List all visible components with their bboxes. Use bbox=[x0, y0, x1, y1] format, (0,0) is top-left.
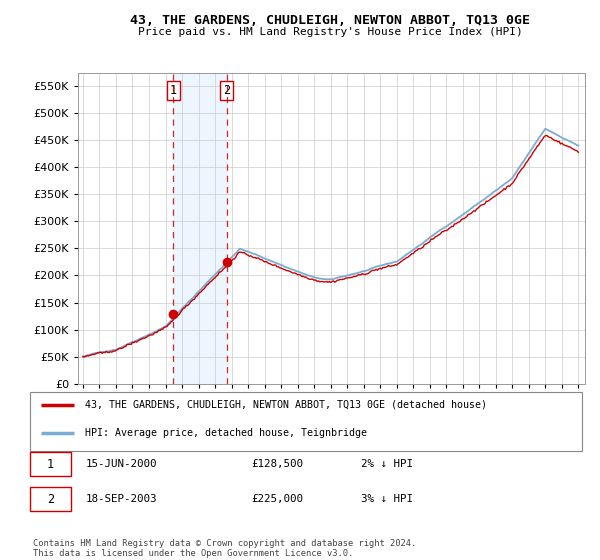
Text: 2: 2 bbox=[223, 83, 230, 97]
Text: 1: 1 bbox=[47, 458, 54, 470]
Text: 2% ↓ HPI: 2% ↓ HPI bbox=[361, 459, 413, 469]
Text: Contains HM Land Registry data © Crown copyright and database right 2024.
This d: Contains HM Land Registry data © Crown c… bbox=[33, 539, 416, 558]
Text: HPI: Average price, detached house, Teignbridge: HPI: Average price, detached house, Teig… bbox=[85, 428, 367, 438]
Text: Price paid vs. HM Land Registry's House Price Index (HPI): Price paid vs. HM Land Registry's House … bbox=[137, 27, 523, 37]
FancyBboxPatch shape bbox=[30, 392, 582, 451]
FancyBboxPatch shape bbox=[30, 452, 71, 477]
Text: 3% ↓ HPI: 3% ↓ HPI bbox=[361, 494, 413, 504]
Text: £128,500: £128,500 bbox=[251, 459, 303, 469]
FancyBboxPatch shape bbox=[30, 487, 71, 511]
Text: 18-SEP-2003: 18-SEP-2003 bbox=[85, 494, 157, 504]
Text: 2: 2 bbox=[47, 493, 54, 506]
Text: £225,000: £225,000 bbox=[251, 494, 303, 504]
Text: 15-JUN-2000: 15-JUN-2000 bbox=[85, 459, 157, 469]
Text: 43, THE GARDENS, CHUDLEIGH, NEWTON ABBOT, TQ13 0GE: 43, THE GARDENS, CHUDLEIGH, NEWTON ABBOT… bbox=[130, 14, 530, 27]
Text: 1: 1 bbox=[170, 83, 176, 97]
Text: 43, THE GARDENS, CHUDLEIGH, NEWTON ABBOT, TQ13 0GE (detached house): 43, THE GARDENS, CHUDLEIGH, NEWTON ABBOT… bbox=[85, 400, 487, 410]
